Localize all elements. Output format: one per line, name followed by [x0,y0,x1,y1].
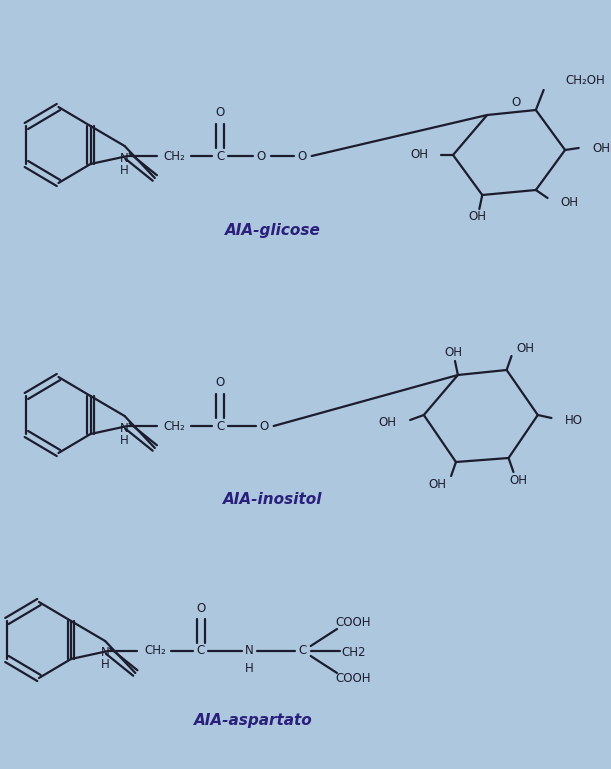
Text: O: O [216,106,225,119]
Text: OH: OH [379,417,397,430]
Text: O: O [512,96,521,109]
Text: HO: HO [565,414,583,427]
Text: N: N [101,647,109,660]
Text: N: N [120,421,129,434]
Text: H: H [101,658,109,671]
Text: AIA-glicose: AIA-glicose [225,222,321,238]
Text: C: C [299,644,307,657]
Text: OH: OH [510,474,527,487]
Text: OH: OH [516,341,535,355]
Text: OH: OH [469,211,486,224]
Text: OH: OH [444,347,462,359]
Text: O: O [298,149,307,162]
Text: OH: OH [411,148,429,161]
Text: H: H [120,434,129,447]
Text: C: C [216,420,224,432]
Text: H: H [245,663,254,675]
Text: OH: OH [592,141,610,155]
Text: C: C [216,149,224,162]
Text: CH₂OH: CH₂OH [565,74,605,86]
Text: COOH: COOH [336,617,371,630]
Text: C: C [197,644,205,657]
Text: OH: OH [428,478,446,491]
Text: CH₂: CH₂ [144,644,166,657]
Text: AIA-inositol: AIA-inositol [223,492,323,508]
Text: CH2: CH2 [342,647,366,660]
Text: O: O [259,420,269,432]
Text: O: O [196,601,205,614]
Text: N: N [120,151,129,165]
Text: O: O [216,377,225,390]
Text: O: O [257,149,266,162]
Text: AIA-aspartato: AIA-aspartato [194,713,313,727]
Text: N: N [245,644,254,657]
Text: H: H [120,164,129,177]
Text: OH: OH [560,195,578,208]
Text: COOH: COOH [336,673,371,685]
Text: CH₂: CH₂ [163,149,185,162]
Text: CH₂: CH₂ [163,420,185,432]
